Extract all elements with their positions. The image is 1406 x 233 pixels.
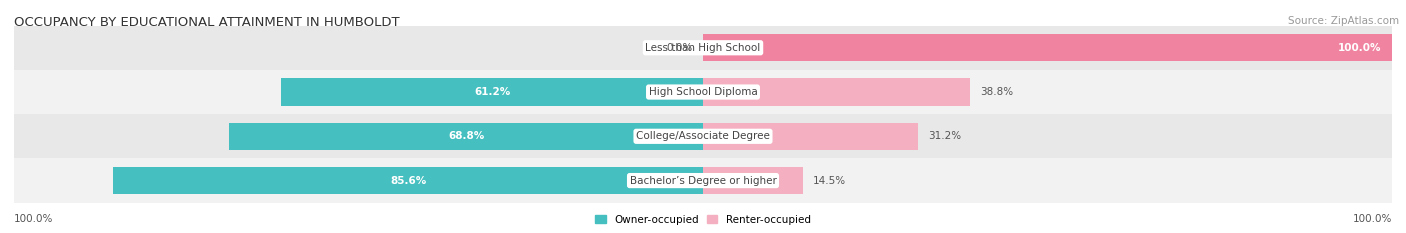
Bar: [703, 34, 1392, 62]
Bar: [229, 123, 703, 150]
Text: 100.0%: 100.0%: [1339, 43, 1382, 53]
Bar: [281, 78, 703, 106]
Bar: [703, 167, 803, 194]
Text: OCCUPANCY BY EDUCATIONAL ATTAINMENT IN HUMBOLDT: OCCUPANCY BY EDUCATIONAL ATTAINMENT IN H…: [14, 16, 399, 29]
Bar: [14, 26, 1392, 70]
Text: 68.8%: 68.8%: [449, 131, 484, 141]
Bar: [14, 70, 1392, 114]
Text: 0.0%: 0.0%: [666, 43, 693, 53]
Text: 100.0%: 100.0%: [1353, 214, 1392, 224]
Bar: [703, 78, 970, 106]
Text: Less than High School: Less than High School: [645, 43, 761, 53]
Text: 61.2%: 61.2%: [474, 87, 510, 97]
Text: 38.8%: 38.8%: [980, 87, 1014, 97]
Text: Source: ZipAtlas.com: Source: ZipAtlas.com: [1288, 16, 1399, 26]
Bar: [703, 123, 918, 150]
Text: Bachelor’s Degree or higher: Bachelor’s Degree or higher: [630, 176, 776, 185]
Bar: [14, 114, 1392, 158]
Legend: Owner-occupied, Renter-occupied: Owner-occupied, Renter-occupied: [592, 212, 814, 228]
Text: College/Associate Degree: College/Associate Degree: [636, 131, 770, 141]
Text: 14.5%: 14.5%: [813, 176, 846, 185]
Text: 85.6%: 85.6%: [389, 176, 426, 185]
Text: 100.0%: 100.0%: [14, 214, 53, 224]
Text: High School Diploma: High School Diploma: [648, 87, 758, 97]
Bar: [14, 158, 1392, 203]
Bar: [114, 167, 703, 194]
Text: 31.2%: 31.2%: [928, 131, 962, 141]
